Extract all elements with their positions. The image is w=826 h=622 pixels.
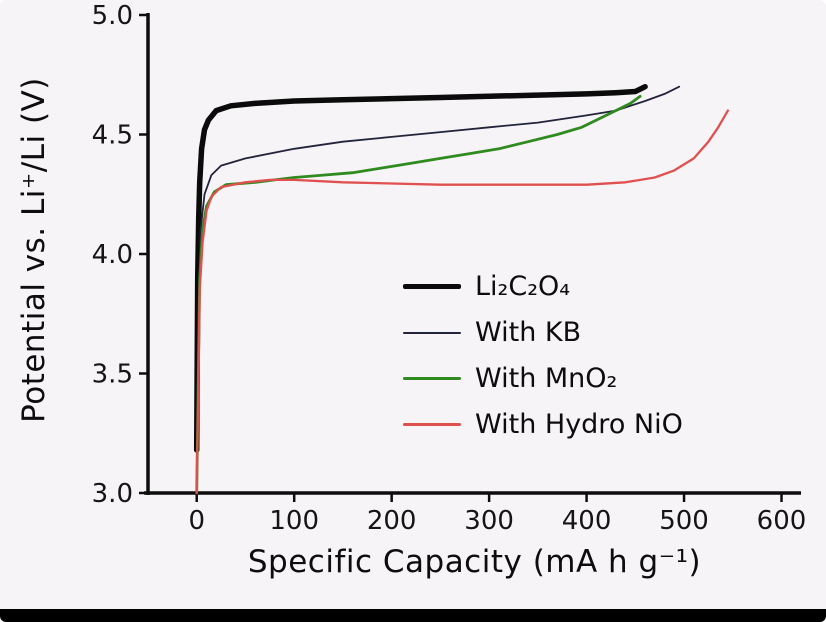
series-line (195, 109, 730, 495)
legend-line-sample (403, 283, 461, 290)
y-tick-label: 4.5 (92, 121, 133, 151)
legend: Li₂C₂O₄ With KB With MnO₂ With Hydro NiO (403, 270, 683, 441)
y-tick-label: 3.0 (92, 479, 133, 509)
legend-label: With Hydro NiO (475, 409, 683, 440)
bottom-bar (0, 609, 826, 622)
x-tick-label: 0 (188, 506, 205, 536)
series-line (193, 83, 648, 453)
x-tick-label: 400 (562, 506, 612, 536)
legend-item: Li₂C₂O₄ (403, 270, 683, 303)
legend-item: With KB (403, 316, 683, 349)
x-tick-label: 100 (269, 506, 319, 536)
legend-line-sample (403, 423, 461, 426)
x-tick-label: 600 (757, 506, 807, 536)
legend-label: With MnO₂ (475, 363, 618, 394)
legend-item: With MnO₂ (403, 362, 683, 395)
x-axis-label: Specific Capacity (mA h g⁻¹) (247, 544, 702, 580)
legend-line-sample (403, 331, 461, 334)
legend-item: With Hydro NiO (403, 408, 683, 441)
legend-label: With KB (475, 317, 582, 348)
y-axis-label: Potential vs. Li⁺/Li (V) (16, 77, 52, 423)
y-tick-label: 4.0 (92, 240, 133, 270)
x-tick-label: 200 (367, 506, 417, 536)
legend-label: Li₂C₂O₄ (475, 271, 571, 302)
y-tick-label: 5.0 (92, 1, 133, 31)
x-tick-label: 500 (659, 506, 709, 536)
legend-line-sample (403, 377, 461, 380)
y-tick-label: 3.5 (92, 360, 133, 390)
x-tick-label: 300 (464, 506, 514, 536)
